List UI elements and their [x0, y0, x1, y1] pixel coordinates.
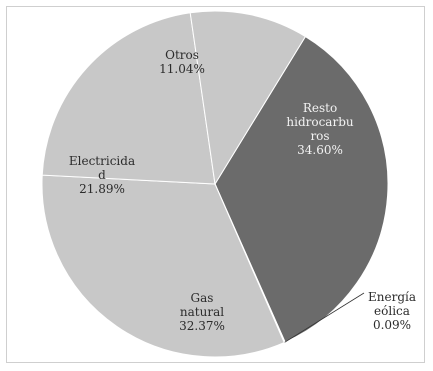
slice-name-line-2-0: Gas — [191, 291, 214, 305]
slice-name-line-0-0: Resto — [303, 101, 337, 115]
slice-name-line-0-2: ros — [310, 129, 329, 143]
slice-value-1: 0.09% — [373, 318, 411, 332]
slice-label-4: Otros 11.04% — [159, 48, 205, 76]
slice-label-2: Gas natural 32.37% — [179, 291, 225, 333]
leader-lines — [284, 292, 365, 343]
slice-label-1: Energía eólica 0.09% — [368, 290, 416, 332]
pie-slice-4 — [189, 10, 307, 186]
slice-labels: Resto hidrocarbu ros 34.60% Energía eólica 0.0… — [69, 48, 416, 333]
slice-value-0: 34.60% — [297, 143, 343, 157]
slice-name-line-3-1: d — [98, 168, 106, 182]
pie-slices — [41, 10, 389, 358]
slice-value-2: 32.37% — [179, 319, 225, 333]
pie-chart: Resto hidrocarbu ros 34.60% Energía eólica 0.0… — [41, 10, 416, 358]
slice-label-3: Electricida d 21.89% — [69, 154, 135, 196]
slice-name-line-3-0: Electricida — [69, 154, 135, 168]
leader-line-1 — [284, 292, 365, 343]
slice-value-3: 21.89% — [79, 182, 125, 196]
pie-slice-3 — [41, 12, 216, 185]
slice-name-line-4-0: Otros — [165, 48, 199, 62]
slice-name-line-1-1: eólica — [374, 304, 410, 318]
pie-slice-2 — [41, 174, 285, 358]
slice-label-0: Resto hidrocarbu ros 34.60% — [286, 101, 354, 157]
slice-value-4: 11.04% — [159, 62, 205, 76]
slice-name-line-1-0: Energía — [368, 290, 416, 304]
slice-name-line-0-1: hidrocarbu — [286, 115, 354, 129]
slice-name-line-2-1: natural — [180, 305, 224, 319]
chart-frame: Resto hidrocarbu ros 34.60% Energía eólica 0.0… — [6, 6, 425, 363]
